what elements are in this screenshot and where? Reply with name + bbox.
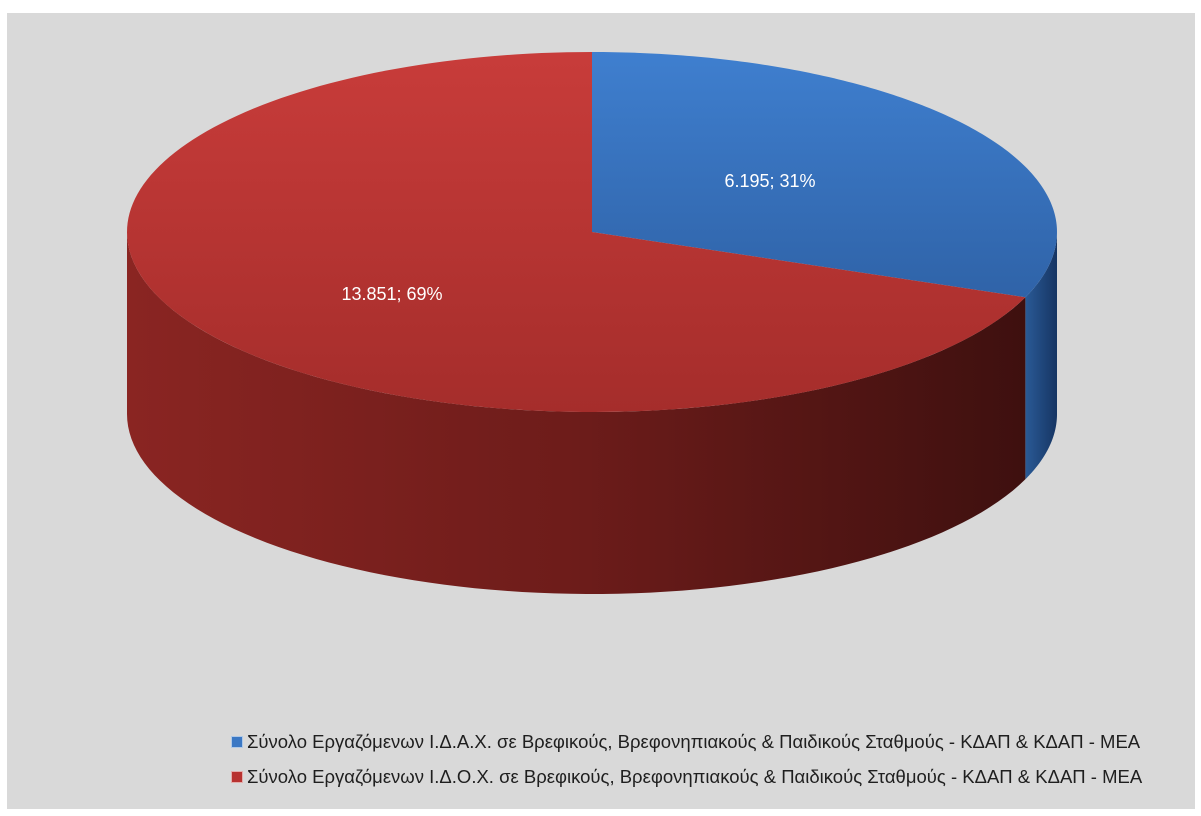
pie-side-1 <box>127 232 1026 594</box>
legend-swatch-blue <box>231 736 243 748</box>
pie-side-0 <box>1025 232 1057 480</box>
legend-item-idax: Σύνολο Εργαζόμενων Ι.Δ.Α.Χ. σε Βρεφικούς… <box>231 730 1140 754</box>
pie-slice-1 <box>127 52 1026 412</box>
data-label-0: 6.195; 31% <box>724 171 815 191</box>
data-label-1: 13.851; 69% <box>341 284 442 304</box>
legend-item-idox: Σύνολο Εργαζόμενων Ι.Δ.Ο.Χ. σε Βρεφικούς… <box>231 765 1142 789</box>
legend-swatch-red <box>231 771 243 783</box>
legend-label: Σύνολο Εργαζόμενων Ι.Δ.Α.Χ. σε Βρεφικούς… <box>247 731 1141 752</box>
legend-label: Σύνολο Εργαζόμενων Ι.Δ.Ο.Χ. σε Βρεφικούς… <box>247 766 1143 787</box>
pie-slice-0 <box>592 52 1057 298</box>
